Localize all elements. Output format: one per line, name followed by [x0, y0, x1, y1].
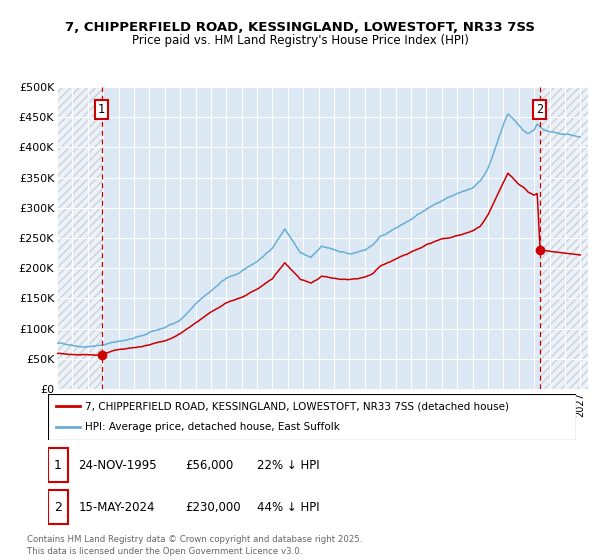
Text: HPI: Average price, detached house, East Suffolk: HPI: Average price, detached house, East…: [85, 422, 340, 432]
Text: 2: 2: [536, 102, 544, 116]
Bar: [57, 87, 101, 389]
Text: £56,000: £56,000: [185, 459, 233, 472]
Text: 24-NOV-1995: 24-NOV-1995: [79, 459, 157, 472]
Text: 44% ↓ HPI: 44% ↓ HPI: [257, 501, 319, 514]
Text: 1: 1: [54, 459, 62, 472]
Text: 15-MAY-2024: 15-MAY-2024: [79, 501, 155, 514]
Text: Contains HM Land Registry data © Crown copyright and database right 2025.
This d: Contains HM Land Registry data © Crown c…: [27, 535, 362, 556]
Text: 7, CHIPPERFIELD ROAD, KESSINGLAND, LOWESTOFT, NR33 7SS: 7, CHIPPERFIELD ROAD, KESSINGLAND, LOWES…: [65, 21, 535, 34]
Bar: [540, 87, 588, 389]
Bar: [48, 448, 68, 483]
Bar: [48, 490, 68, 525]
Text: 22% ↓ HPI: 22% ↓ HPI: [257, 459, 319, 472]
Text: £230,000: £230,000: [185, 501, 241, 514]
Text: 2: 2: [54, 501, 62, 514]
Text: 1: 1: [98, 102, 105, 116]
Text: 7, CHIPPERFIELD ROAD, KESSINGLAND, LOWESTOFT, NR33 7SS (detached house): 7, CHIPPERFIELD ROAD, KESSINGLAND, LOWES…: [85, 401, 509, 411]
Text: Price paid vs. HM Land Registry's House Price Index (HPI): Price paid vs. HM Land Registry's House …: [131, 34, 469, 46]
